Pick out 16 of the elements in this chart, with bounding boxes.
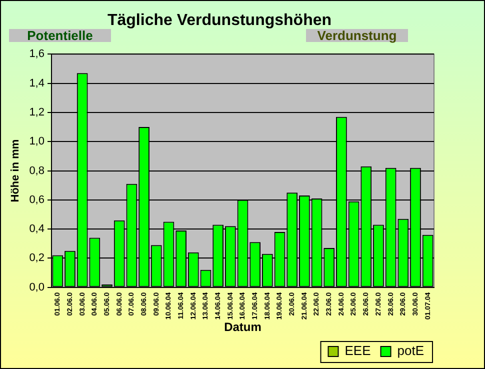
y-tick-label: 1,2 — [29, 106, 44, 119]
y-tick-label: 0,4 — [29, 223, 44, 236]
y-tick-label: 0,8 — [29, 164, 44, 177]
y-axis-title: Höhe in mm — [10, 139, 22, 202]
y-tick-label: 1,4 — [29, 77, 44, 90]
y-tick-label: 0,6 — [29, 194, 44, 206]
text: Potentielle — [9, 28, 111, 43]
y-tick-label: 0,0 — [29, 281, 44, 294]
legend-label: EEE — [344, 343, 372, 358]
legend-label: potE — [397, 343, 424, 358]
chart-title: Tägliche Verdunstungshöhen — [107, 12, 332, 30]
text: Verdunstung — [306, 28, 408, 43]
x-axis-title: Datum — [224, 320, 262, 334]
y-tick-label: 1,0 — [29, 136, 44, 148]
y-tick-label: 0,2 — [29, 252, 44, 264]
y-tick-label: 1,6 — [29, 48, 44, 60]
